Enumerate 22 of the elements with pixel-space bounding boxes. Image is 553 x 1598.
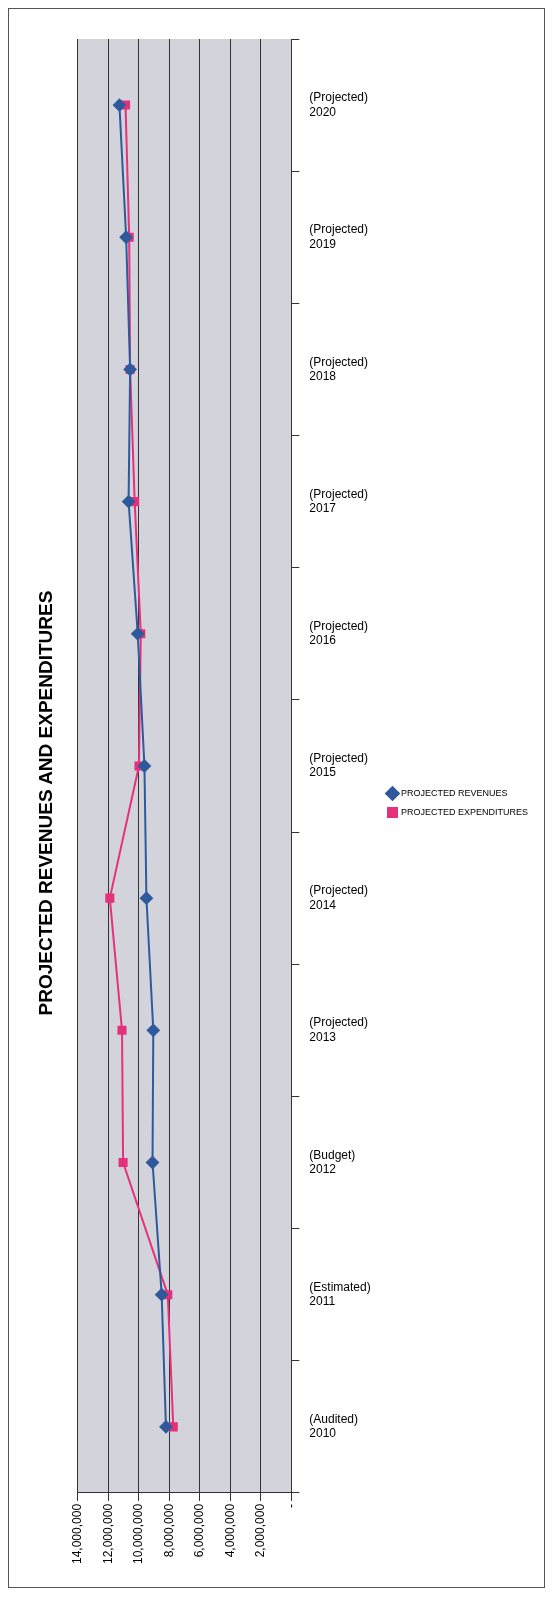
x-tick-label: -: [283, 1503, 298, 1508]
x-tick-label: 2,000,000: [253, 1503, 268, 1558]
text: PROJECTED REVENUES AND EXPENDITURES: [34, 590, 56, 1016]
y-tick-label: (Projected) 2013: [309, 1015, 369, 1044]
y-tick-label: (Estimated) 2011: [309, 1279, 371, 1309]
x-tick-label: 12,000,000: [100, 1503, 115, 1564]
y-tick-label: (Projected) 2015: [309, 751, 369, 780]
y-tick-label: (Budget) 2012: [309, 1147, 356, 1177]
x-tick-label: 4,000,000: [222, 1503, 237, 1558]
y-tick-label: (Projected) 2020: [309, 90, 369, 119]
y-tick-label: (Projected) 2014: [309, 883, 369, 912]
y-tick-label: (Projected) 2019: [309, 222, 369, 251]
y-tick-label: (Audited) 2010: [309, 1411, 359, 1441]
legend-label: PROJECTED EXPENDITURES: [400, 806, 529, 817]
y-tick-label: (Projected) 2016: [309, 618, 369, 648]
legend-label: PROJECTED REVENUES: [400, 787, 508, 798]
x-tick-label: 8,000,000: [161, 1503, 176, 1558]
x-tick-label: 14,000,000: [70, 1503, 85, 1564]
y-tick-label: (Projected) 2018: [309, 354, 369, 383]
x-tick-label: 10,000,000: [131, 1503, 146, 1564]
x-tick-label: 6,000,000: [192, 1503, 207, 1558]
y-tick-label: (Projected) 2017: [309, 486, 369, 516]
